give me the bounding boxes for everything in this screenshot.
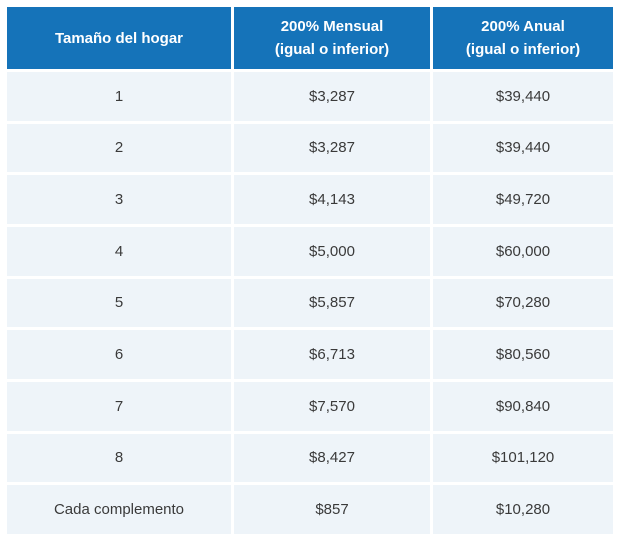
amount-cell: $5,000 [234, 227, 430, 276]
amount-cell: $857 [234, 485, 430, 534]
header-cell-0: Tamaño del hogar [7, 7, 231, 69]
amount-cell: $90,840 [433, 382, 613, 431]
header-title: Tamaño del hogar [54, 29, 184, 47]
income-limits-table: Tamaño del hogar 200% Mensual (igual o inf… [7, 7, 613, 534]
amount-cell: $60,000 [433, 227, 613, 276]
household-size-cell: 2 [7, 123, 231, 173]
household-size-cell: 7 [7, 382, 231, 431]
header-cell-2: 200% Anual (igual o inferior) [433, 7, 613, 69]
amount-cell: $49,720 [433, 175, 613, 224]
header-title: 200% Mensual [280, 18, 384, 35]
household-size-cell: 8 [7, 433, 231, 483]
amount-cell: $39,440 [433, 72, 613, 121]
header-title: 200% Anual [481, 18, 565, 35]
household-size-cell: 4 [7, 227, 231, 276]
household-size-cell: 5 [7, 278, 231, 328]
amount-cell: $10,280 [433, 485, 613, 534]
amount-cell: $3,287 [234, 123, 430, 173]
amount-cell: $8,427 [234, 433, 430, 483]
household-size-cell: 3 [7, 175, 231, 224]
amount-cell: $4,143 [234, 175, 430, 224]
amount-cell: $70,280 [433, 278, 613, 328]
amount-cell: $101,120 [433, 433, 613, 483]
household-size-cell: 6 [7, 330, 231, 379]
header-subtitle: (igual o inferior) [274, 41, 390, 58]
amount-cell: $7,570 [234, 382, 430, 431]
amount-cell: $6,713 [234, 330, 430, 379]
amount-cell: $80,560 [433, 330, 613, 379]
amount-cell: $39,440 [433, 123, 613, 173]
amount-cell: $3,287 [234, 72, 430, 121]
household-size-cell: Cada complemento [7, 485, 231, 534]
header-cell-1: 200% Mensual (igual o inferior) [234, 7, 430, 69]
amount-cell: $5,857 [234, 278, 430, 328]
header-subtitle: (igual o inferior) [465, 41, 581, 58]
household-size-cell: 1 [7, 72, 231, 121]
